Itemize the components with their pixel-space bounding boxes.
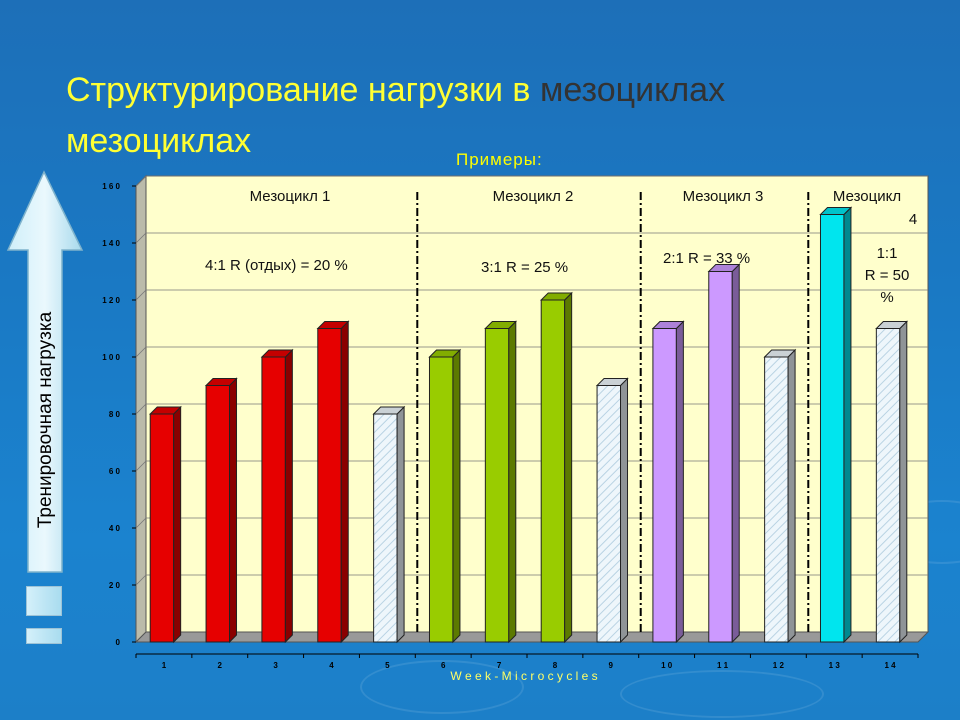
mesocycle-ratio: 2:1 R = 33 % [663,250,750,267]
bar-side [564,291,573,644]
x-tick-label: 7 [497,661,502,670]
bar-side [899,320,908,644]
y-tick-label: 1 4 0 [102,239,120,248]
bar-front [708,271,733,643]
x-tick-label: 1 [162,661,167,670]
mesocycle-ratio: 4:1 R (отдых) = 20 % [205,257,348,274]
bar-top [484,321,518,329]
mesocycle-label: Мезоцикл 1 [250,188,331,205]
slide-title-part2: мезоциклах [539,71,726,109]
slide-title-part1: Структурирование нагрузки в [66,71,531,109]
bar-side [173,405,182,644]
x-tick-label: 1 3 [829,661,841,670]
mesocycle-ratio: 3:1 R = 25 % [481,259,568,276]
bar-front [819,214,845,643]
mesocycle-ratio: R = 50 [865,267,910,284]
gridline [135,346,147,358]
mesocycle-ratio: 1:1 [877,245,898,262]
gridline [135,574,147,586]
x-tick-label: 5 [385,661,390,670]
bar-front [317,328,342,643]
y-tick-label: 1 0 0 [102,353,120,362]
background-ripple [620,670,824,718]
x-tick-label: 6 [441,661,446,670]
bar-top [651,321,685,329]
gridline [135,289,147,301]
bar-top [148,406,182,415]
y-tick-label: 4 0 [109,524,121,533]
bar-side [396,405,405,644]
bar-side [452,348,461,644]
y-tick-label: 1 6 0 [102,182,120,191]
bar-front [764,356,789,643]
bar-top [707,264,741,272]
mesocycle-label: Мезоцикл [833,188,901,205]
bar-side [229,377,238,644]
bar-top [316,321,350,329]
x-tick-label: 1 2 [773,661,785,670]
bar-front [875,328,901,643]
background-ripple [360,660,524,714]
bar-side [731,263,740,644]
bar-top [428,349,462,358]
bar-side [675,320,684,644]
gridline [135,232,147,244]
bar-top [595,378,629,386]
bar-front [373,413,398,643]
bar-top [539,292,573,301]
bar-front [205,385,231,643]
bar-top [372,406,406,415]
y-tick-label: 6 0 [109,467,121,476]
y-tick-label: 0 [116,638,121,647]
bar-top [875,321,909,329]
y-tick-label: 2 0 [109,581,121,590]
x-tick-label: 9 [609,661,614,670]
mesocycle-label: Мезоцикл 3 [683,188,764,205]
bar-side [843,206,852,644]
slide-title-line2: мезоциклах [66,122,252,160]
bar-side [787,348,796,644]
x-tick-label: 1 1 [717,661,729,670]
x-tick-label: 8 [553,661,558,670]
gridline [135,403,147,415]
bar-front [596,385,622,643]
bar-side [340,320,349,644]
slide-subtitle: Примеры: [456,150,543,169]
bar-front [652,328,677,643]
y-tick-label: 8 0 [109,410,121,419]
bar-front [540,299,566,643]
decorative-block [26,586,62,616]
mesocycle-label: 4 [909,211,917,228]
bar-top [763,349,797,358]
bar-front [428,356,454,643]
x-tick-label: 4 [329,661,334,670]
slide-title: Структурирование нагрузки в мезоциклах [66,70,725,110]
bar-front [484,328,510,643]
decorative-block [26,628,62,644]
x-tick-label: 1 4 [885,661,897,670]
plot-floor [134,631,930,643]
gridline [135,460,147,472]
gridline [135,175,147,187]
bar-top [260,349,294,358]
x-tick-label: 1 0 [661,661,673,670]
y-tick-label: 1 2 0 [102,296,120,305]
bar-top [819,207,853,215]
bar-front [261,356,286,643]
bar-side [508,320,517,644]
gridline [135,517,147,529]
mesocycle-ratio: % [880,289,893,306]
bar-front [149,413,175,643]
bar-side [284,348,293,644]
x-tick-label: 2 [218,661,223,670]
mesocycle-label: Мезоцикл 2 [493,188,574,205]
bar-side [620,377,629,644]
bar-top [204,378,238,386]
x-axis-label: W e e k - M i c r o c y c l e s [450,669,597,683]
x-tick-label: 3 [273,661,278,670]
